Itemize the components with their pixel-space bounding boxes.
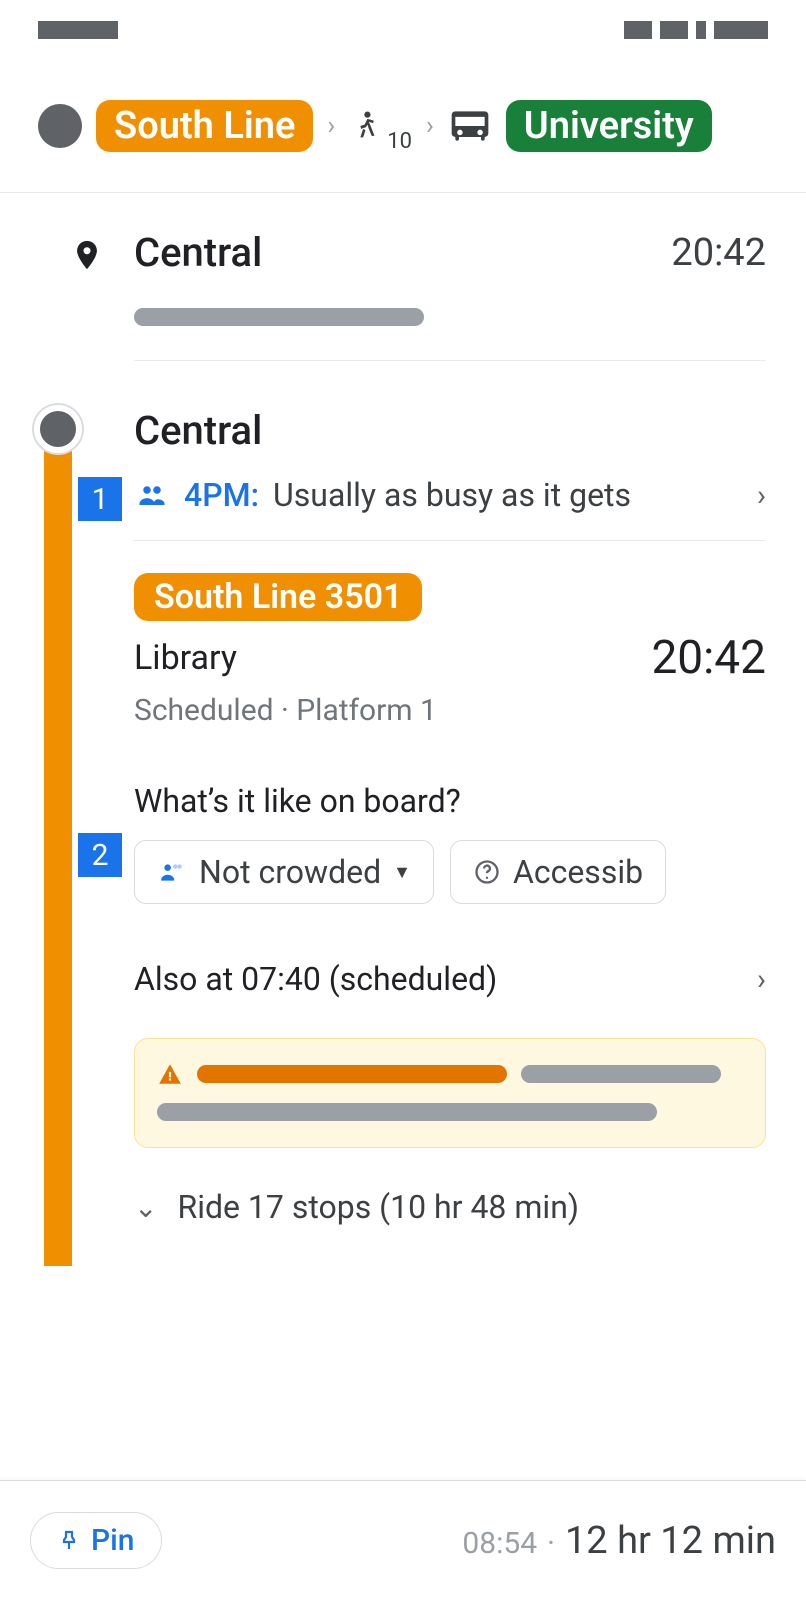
alert-text-placeholder <box>197 1065 507 1083</box>
route-summary[interactable]: South Line › 10 › University <box>0 60 806 193</box>
arrival-clock: 08:54 <box>462 1526 537 1561</box>
status-bar-indicator <box>714 21 768 39</box>
annotation-tag-2: 2 <box>78 833 122 877</box>
pushpin-icon <box>57 1527 81 1555</box>
status-bar <box>0 0 806 60</box>
chevron-right-icon: › <box>327 111 335 141</box>
route-line-badge-1: South Line <box>96 100 313 152</box>
accessibility-chip[interactable]: Accessib <box>450 840 666 904</box>
schedule-meta: Scheduled · Platform 1 <box>134 693 766 728</box>
alert-text-placeholder <box>157 1103 657 1121</box>
chevron-right-icon: › <box>426 111 434 141</box>
help-circle-icon <box>473 858 501 886</box>
pin-button[interactable]: Pin <box>30 1512 162 1569</box>
service-destination: Library <box>134 638 237 678</box>
ride-stops-summary: Ride 17 stops (10 hr 48 min) <box>177 1188 579 1226</box>
walk-icon <box>349 104 383 148</box>
crowdedness-chip[interactable]: Not crowded ▼ <box>134 840 434 904</box>
status-bar-indicator <box>696 21 706 39</box>
busyness-row[interactable]: 4PM: Usually as busy as it gets › <box>134 454 766 541</box>
dropdown-triangle-icon: ▼ <box>393 862 411 883</box>
onboard-question: What’s it like on board? <box>134 782 766 820</box>
bottom-bar: Pin 08:54 · 12 hr 12 min <box>0 1480 806 1600</box>
boarding-stop-dot-icon <box>34 405 82 453</box>
busyness-time: 4PM: <box>184 476 259 514</box>
status-bar-left-placeholder <box>38 21 118 39</box>
status-bar-indicator <box>624 21 652 39</box>
walk-minutes: 10 <box>387 129 412 154</box>
route-origin-dot-icon <box>38 104 82 148</box>
departure-time: 20:42 <box>651 631 766 685</box>
origin-subtitle-placeholder <box>134 308 424 326</box>
trip-duration: 12 hr 12 min <box>565 1519 776 1563</box>
accessibility-chip-label: Accessib <box>513 853 643 891</box>
boarding-stop-name: Central <box>134 405 766 454</box>
route-line-bar <box>44 439 72 1266</box>
warning-icon <box>157 1061 183 1087</box>
walk-segment: 10 <box>349 104 412 148</box>
directions-content: Central 20:42 1 2 Central 4PM: Usually a… <box>0 193 806 1266</box>
status-bar-indicator <box>660 21 688 39</box>
service-badge: South Line 3501 <box>134 573 422 621</box>
route-line-badge-2: University <box>506 100 712 152</box>
pin-icon <box>70 233 104 361</box>
separator-dot: · <box>547 1526 555 1561</box>
onboard-chips: Not crowded ▼ Accessib <box>134 840 766 904</box>
annotation-tag-1: 1 <box>78 477 122 521</box>
chevron-right-icon: › <box>757 962 766 997</box>
origin-row[interactable]: Central 20:42 <box>0 193 766 361</box>
people-icon <box>134 480 170 510</box>
bus-icon <box>448 104 492 148</box>
origin-name: Central <box>134 229 262 276</box>
boarding-section: 1 2 Central 4PM: Usually as busy as it g… <box>0 405 766 1266</box>
alternate-departure-text: Also at 07:40 (scheduled) <box>134 960 497 998</box>
chevron-down-icon: ⌄ <box>134 1191 157 1224</box>
crowd-icon <box>157 859 187 885</box>
service-alert[interactable] <box>134 1038 766 1148</box>
status-bar-right <box>624 21 768 39</box>
alternate-departure-row[interactable]: Also at 07:40 (scheduled) › <box>134 960 766 998</box>
chevron-right-icon: › <box>757 478 766 513</box>
crowdedness-chip-label: Not crowded <box>199 853 381 891</box>
origin-time: 20:42 <box>671 231 766 275</box>
alert-text-placeholder <box>521 1065 721 1083</box>
busyness-text: Usually as busy as it gets <box>273 476 631 514</box>
pin-button-label: Pin <box>91 1523 135 1558</box>
ride-stops-toggle[interactable]: ⌄ Ride 17 stops (10 hr 48 min) <box>134 1188 766 1266</box>
